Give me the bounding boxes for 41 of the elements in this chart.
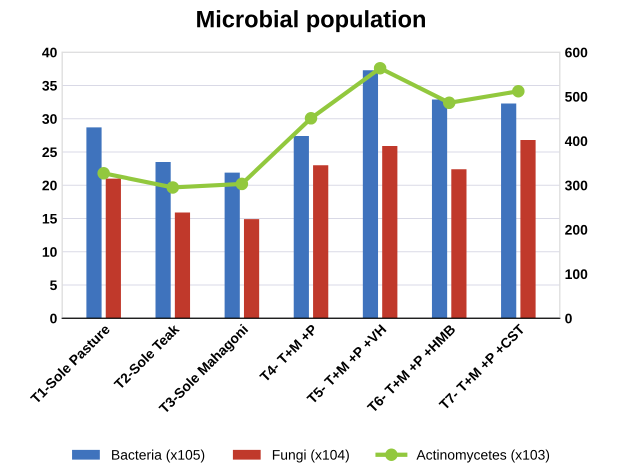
y-tick-label: 30 (42, 114, 57, 124)
bar (106, 178, 121, 318)
y-tick-label: 10 (42, 247, 57, 257)
y2-tick-label: 100 (566, 269, 588, 280)
bar (313, 165, 328, 318)
y-tick-label: 20 (42, 180, 57, 190)
y-tick-label: 0 (50, 314, 57, 324)
y2-tick-label: 500 (565, 92, 588, 102)
y2-tick-label: 0 (565, 314, 572, 324)
point (97, 167, 110, 180)
y2-tick-label: 400 (564, 136, 588, 146)
y2-tick-label: 200 (565, 224, 588, 235)
legend-label: Fungi (x104) (272, 450, 349, 462)
bar (520, 140, 536, 318)
legend-label: Bacteria (x105) (112, 450, 204, 462)
point (236, 178, 248, 190)
bar (156, 162, 171, 318)
y-tick-label: 15 (42, 214, 57, 224)
bar (432, 99, 448, 318)
y-tick-label: 5 (50, 280, 57, 290)
y-tick-label: 25 (42, 147, 57, 158)
point (512, 85, 525, 98)
bar (224, 172, 240, 318)
point (166, 181, 180, 194)
bar (294, 136, 309, 318)
point (304, 112, 318, 125)
bar (362, 70, 378, 318)
point (374, 62, 386, 74)
bar (244, 219, 260, 318)
point (442, 96, 456, 110)
bar (501, 103, 516, 318)
chart-title: Microbial population (197, 10, 425, 32)
bar (451, 169, 466, 318)
bar (86, 127, 102, 318)
y-tick-label: 35 (42, 80, 57, 91)
bar (382, 146, 398, 318)
bar (174, 212, 190, 318)
legend-label: Actinomycetes (x103) (416, 450, 550, 462)
y2-tick-label: 300 (564, 180, 588, 190)
y-tick-label: 40 (42, 48, 57, 58)
y2-tick-label: 600 (565, 48, 588, 58)
